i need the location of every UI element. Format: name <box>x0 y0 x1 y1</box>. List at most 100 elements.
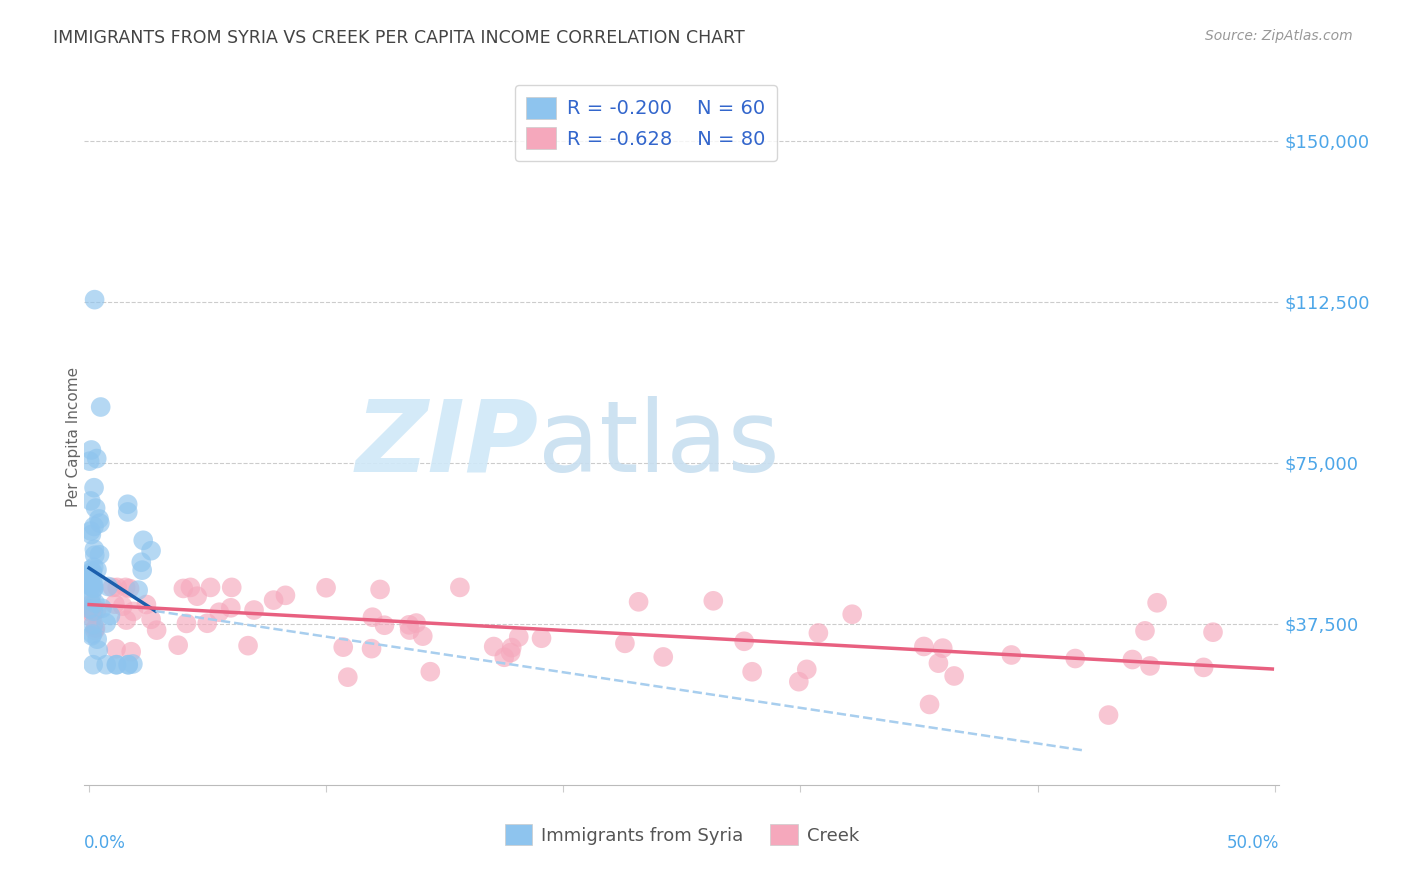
Point <box>135 598 157 612</box>
Point <box>127 583 149 598</box>
Point <box>82 567 104 582</box>
Point <box>1192 660 1215 674</box>
Point <box>494 650 516 665</box>
Point <box>412 629 434 643</box>
Point <box>79 593 101 607</box>
Point <box>613 636 636 650</box>
Point <box>83 548 105 562</box>
Point <box>84 501 107 516</box>
Point <box>200 581 222 595</box>
Point <box>117 505 139 519</box>
Point <box>501 640 523 655</box>
Point <box>186 589 208 603</box>
Point <box>1146 596 1168 610</box>
Point <box>80 588 103 602</box>
Point <box>82 657 104 672</box>
Point <box>368 582 391 597</box>
Point <box>82 577 104 591</box>
Y-axis label: Per Capita Income: Per Capita Income <box>66 367 80 508</box>
Point <box>419 665 441 679</box>
Point <box>315 581 337 595</box>
Point <box>1202 625 1225 640</box>
Point <box>263 593 285 607</box>
Point <box>87 512 110 526</box>
Point <box>80 524 103 538</box>
Point <box>361 610 384 624</box>
Point <box>176 616 198 631</box>
Point <box>83 481 105 495</box>
Point <box>80 603 103 617</box>
Point <box>83 560 105 574</box>
Point <box>118 582 141 596</box>
Point <box>172 582 194 596</box>
Point <box>179 581 201 595</box>
Point <box>79 602 101 616</box>
Point <box>398 617 420 632</box>
Point <box>84 621 107 635</box>
Point <box>82 582 104 596</box>
Point <box>105 657 128 672</box>
Point <box>741 665 763 679</box>
Point <box>89 548 111 562</box>
Point <box>927 656 949 670</box>
Point <box>82 602 104 616</box>
Text: IMMIGRANTS FROM SYRIA VS CREEK PER CAPITA INCOME CORRELATION CHART: IMMIGRANTS FROM SYRIA VS CREEK PER CAPIT… <box>53 29 745 46</box>
Point <box>111 599 134 614</box>
Point <box>398 623 420 637</box>
Point <box>132 533 155 548</box>
Point <box>117 657 139 672</box>
Point <box>787 674 810 689</box>
Point <box>274 588 297 602</box>
Point <box>167 638 190 652</box>
Point <box>117 657 139 672</box>
Point <box>1000 648 1022 662</box>
Point <box>652 649 675 664</box>
Point <box>83 624 105 638</box>
Point <box>145 623 167 637</box>
Point <box>243 603 266 617</box>
Point <box>508 630 530 644</box>
Point <box>449 581 471 595</box>
Point <box>82 572 104 586</box>
Point <box>80 527 103 541</box>
Point <box>96 615 118 630</box>
Point <box>221 581 243 595</box>
Point <box>82 617 104 632</box>
Point <box>86 451 108 466</box>
Point <box>499 646 522 660</box>
Point <box>1064 651 1087 665</box>
Point <box>83 293 105 307</box>
Point <box>918 698 941 712</box>
Point <box>80 577 103 591</box>
Point <box>122 657 145 671</box>
Point <box>208 605 231 619</box>
Point <box>84 596 107 610</box>
Text: atlas: atlas <box>538 395 780 492</box>
Point <box>80 606 103 620</box>
Point <box>131 563 153 577</box>
Point <box>115 613 138 627</box>
Point <box>373 618 395 632</box>
Point <box>129 555 152 569</box>
Point <box>104 597 127 611</box>
Point <box>120 645 142 659</box>
Point <box>332 640 354 654</box>
Point <box>139 612 162 626</box>
Point <box>360 641 382 656</box>
Point <box>702 594 724 608</box>
Point <box>80 494 103 508</box>
Point <box>97 580 120 594</box>
Point <box>1139 659 1161 673</box>
Point <box>90 400 112 414</box>
Point <box>83 542 105 557</box>
Text: 50.0%: 50.0% <box>1227 834 1279 852</box>
Point <box>932 641 955 656</box>
Point <box>841 607 863 622</box>
Point <box>1133 624 1156 638</box>
Point <box>83 604 105 618</box>
Point <box>89 516 111 530</box>
Text: ZIP: ZIP <box>356 395 538 492</box>
Point <box>405 616 427 631</box>
Point <box>80 442 103 457</box>
Point <box>114 581 136 595</box>
